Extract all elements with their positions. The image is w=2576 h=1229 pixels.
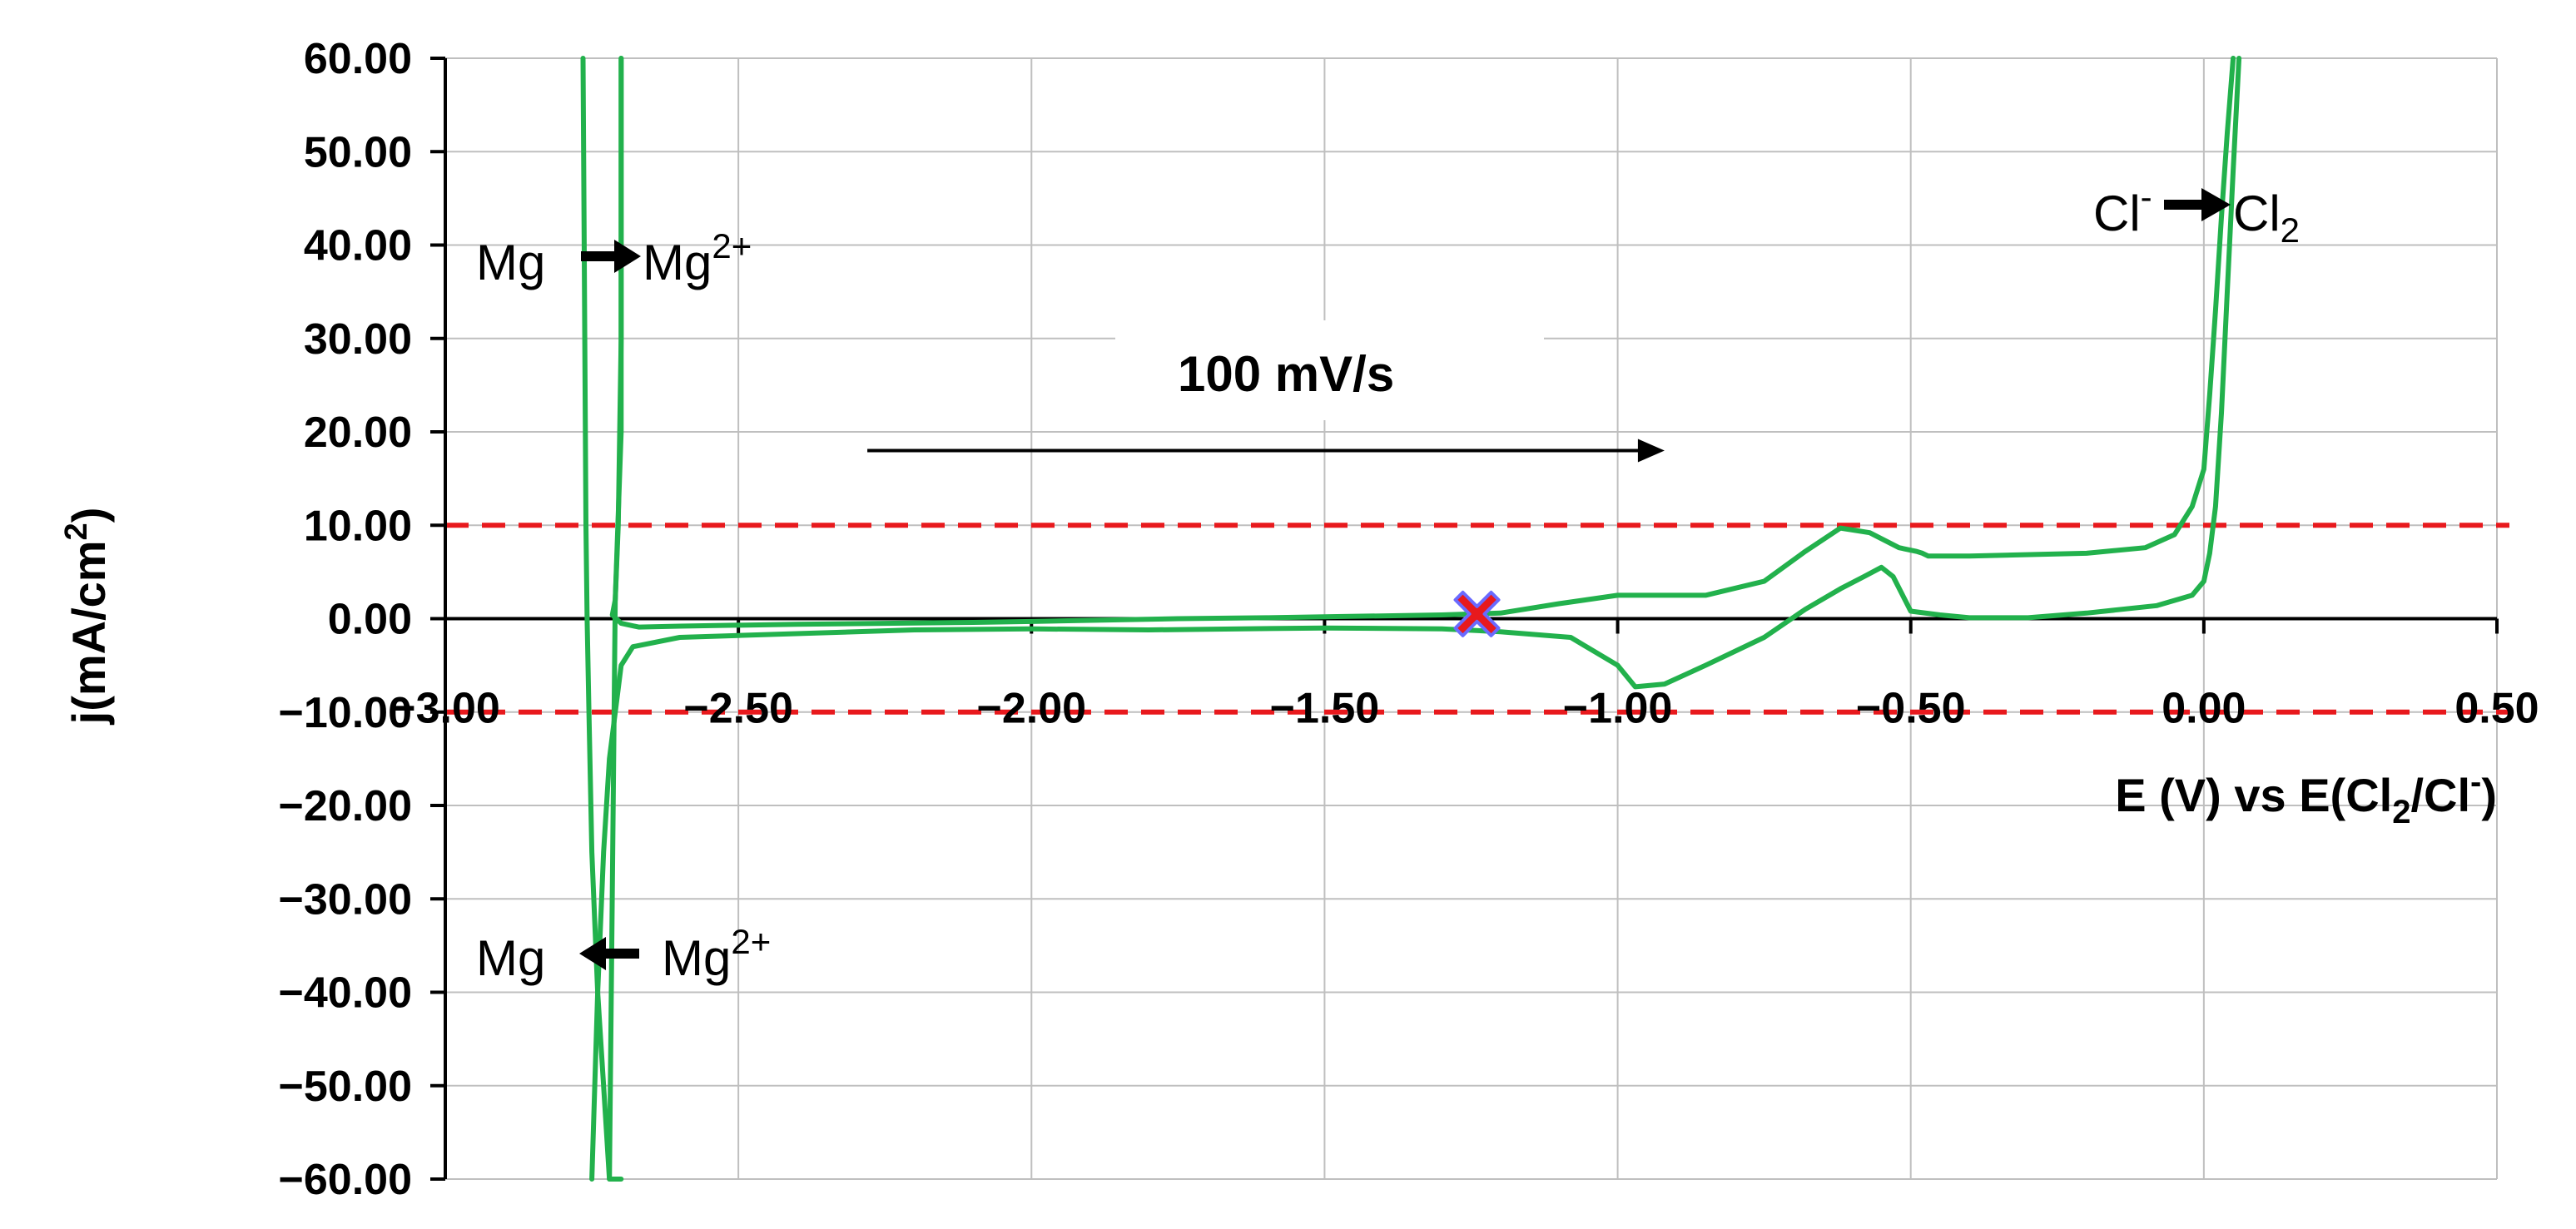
right-arrow-icon — [581, 240, 641, 273]
y-tick-label: 20.00 — [304, 409, 412, 457]
mg-red-right: Mg2+ — [662, 922, 771, 986]
y-axis-title-base: j(mA/cm — [62, 540, 115, 725]
x-marker-icon — [1453, 590, 1501, 637]
series-layer — [580, 56, 2242, 1182]
cl-ox-left: Cl- — [2093, 177, 2152, 241]
mg-red-left: Mg — [476, 930, 545, 986]
y-axis-title-end: ) — [62, 508, 115, 523]
series-line — [589, 56, 2242, 1182]
y-tick-label: −10.00 — [279, 689, 413, 737]
right-arrow-icon — [2164, 188, 2231, 221]
y-axis-title-sup: 2 — [59, 523, 94, 540]
y-tick-label: −40.00 — [279, 969, 413, 1018]
cl-ox-right: Cl2 — [2233, 186, 2300, 250]
reference-lines — [445, 523, 2509, 715]
tick-labels: 60.0050.0040.0030.0020.0010.000.00−10.00… — [279, 35, 2539, 1204]
x-tick-label: 0.50 — [2454, 685, 2539, 733]
y-tick-label: 10.00 — [304, 502, 412, 550]
x-axis-title: E (V) vs E(Cl2/Cl-) — [2115, 764, 2497, 830]
scan-arrow-head — [1637, 439, 1665, 463]
scan-rate-label: 100 mV/s — [1178, 346, 1394, 402]
x-tick-label: 0.00 — [2162, 685, 2246, 733]
y-tick-label: −20.00 — [279, 782, 413, 830]
x-tick-label: −2.50 — [683, 685, 793, 733]
scan-direction-arrow — [867, 439, 1665, 463]
y-axis-title: j(mA/cm2) — [59, 508, 115, 726]
mg-oxidation-annotation: Mg Mg2+ — [476, 226, 752, 290]
x-tick-label: −3.00 — [390, 685, 500, 733]
x-axis-title-sup: - — [2470, 764, 2481, 800]
mg-ox-left: Mg — [476, 235, 545, 290]
mg-reduction-annotation: Mg Mg2+ — [476, 922, 771, 986]
left-arrow-icon — [579, 937, 639, 970]
y-tick-label: 40.00 — [304, 222, 412, 270]
x-axis-title-mid: /Cl — [2410, 769, 2470, 821]
mg-ox-right: Mg2+ — [643, 226, 752, 290]
y-tick-label: 30.00 — [304, 315, 412, 364]
y-tick-label: −60.00 — [279, 1156, 413, 1204]
x-tick-label: −1.00 — [1563, 685, 1673, 733]
y-tick-label: −50.00 — [279, 1063, 413, 1111]
x-axis-title-sub: 2 — [2392, 794, 2410, 830]
scan-rate-box: 100 mV/s — [1115, 320, 1544, 420]
x-axis-title-end: ) — [2481, 769, 2497, 821]
y-tick-label: 0.00 — [328, 596, 412, 644]
x-axis-title-base: E (V) vs E(Cl — [2115, 769, 2392, 821]
marker-layer — [1453, 590, 1501, 637]
x-tick-label: −0.50 — [1856, 685, 1966, 733]
x-tick-label: −1.50 — [1270, 685, 1380, 733]
y-tick-label: 50.00 — [304, 128, 412, 176]
cl-oxidation-annotation: Cl- Cl2 — [2093, 177, 2300, 250]
y-tick-label: 60.00 — [304, 35, 412, 83]
x-tick-label: −2.00 — [976, 685, 1086, 733]
series-line — [609, 56, 2236, 630]
y-tick-label: −30.00 — [279, 875, 413, 924]
